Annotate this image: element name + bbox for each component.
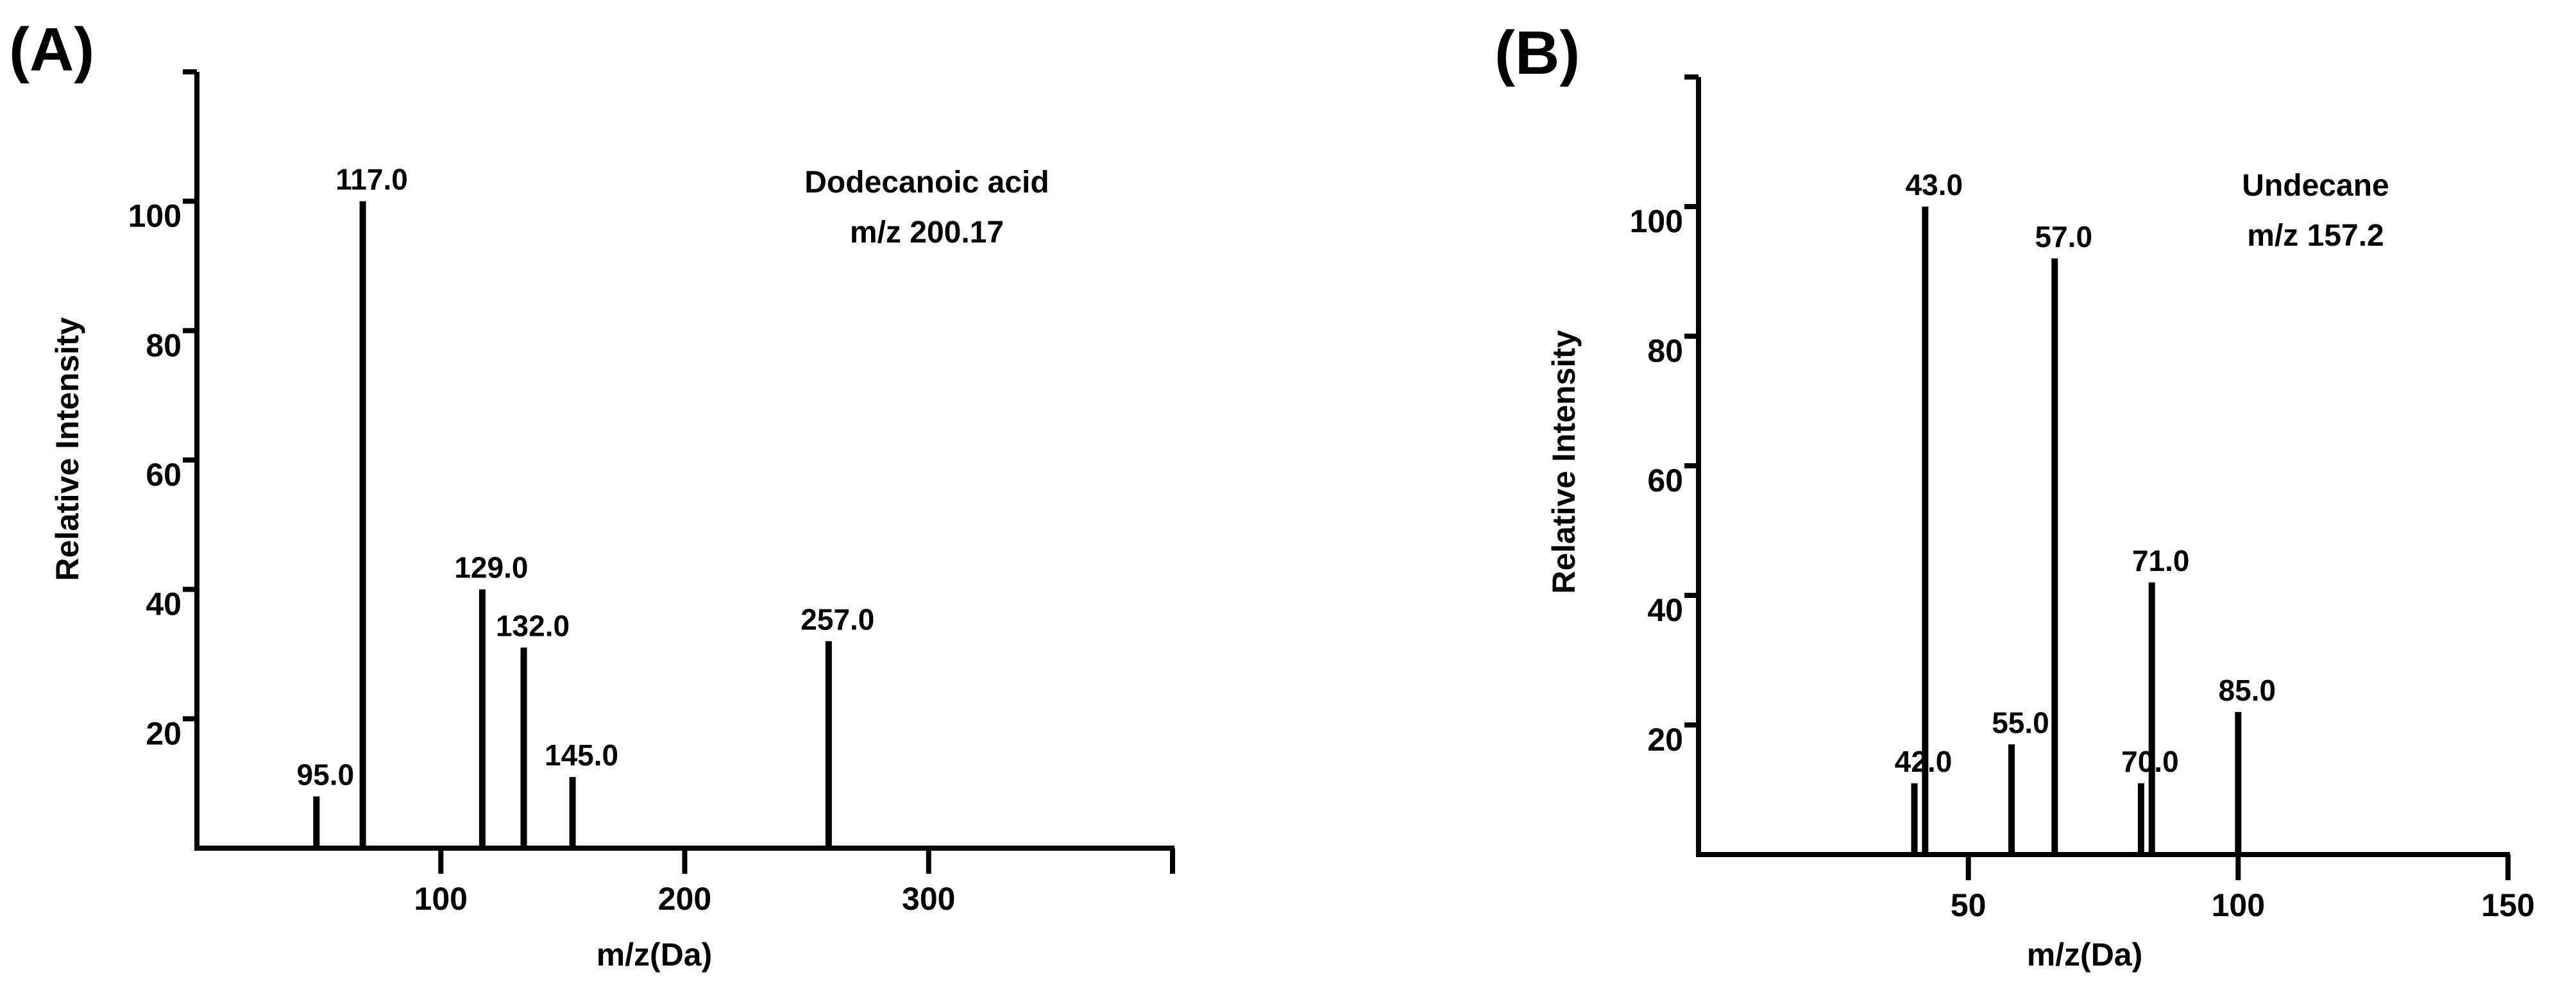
panel-a-y-tick-label: 80 <box>146 327 182 363</box>
panel-a-peak-label: 117.0 <box>335 163 408 196</box>
panel-a-x-tick-label: 300 <box>902 881 955 917</box>
panel-b-x-tick-label: 100 <box>2212 887 2265 923</box>
panel-a-x-axis-title: m/z(Da) <box>597 937 713 973</box>
panel-a-y-tick-label: 20 <box>146 715 182 751</box>
panel-a-label: (A) <box>9 15 94 84</box>
panel-b-y-tick-label: 40 <box>1647 592 1683 628</box>
panel-b-x-tick-label: 150 <box>2481 887 2534 923</box>
panel-a-x-tick-label: 100 <box>414 881 468 917</box>
panel-a-peak-label: 132.0 <box>496 609 570 642</box>
panel-a-peak-label: 257.0 <box>801 602 874 636</box>
panel-a-chart: (A) 95.0 117.0 129.0 132.0 145.0 257.0 20 40 60… <box>9 15 1175 973</box>
panel-b-y-tick-label: 20 <box>1647 722 1683 758</box>
panel-b-label: (B) <box>1495 19 1580 87</box>
panel-a-x-tick-label: 200 <box>658 881 711 917</box>
panel-a-compound-mz: m/z 200.17 <box>850 216 1004 250</box>
panel-a-compound-name: Dodecanoic acid <box>804 166 1049 200</box>
panel-b-y-axis-title: Relative Intensity <box>1546 330 1582 593</box>
panel-b-peak-label: 43.0 <box>1906 168 1963 201</box>
panel-b-compound-mz: m/z 157.2 <box>2247 219 2384 253</box>
panel-b-peak-label: 55.0 <box>1992 706 2049 739</box>
panel-b-compound-name: Undecane <box>2242 169 2389 203</box>
panel-b-x-tick-label: 50 <box>1951 887 1987 923</box>
panel-a-y-tick-label: 60 <box>146 457 182 493</box>
panel-b-y-tick-label: 80 <box>1647 333 1683 369</box>
panel-b-peak-label: 57.0 <box>2035 220 2093 253</box>
panel-a-peak-label: 145.0 <box>545 738 618 772</box>
panel-b-y-tick-label: 100 <box>1630 203 1683 239</box>
panel-a-y-tick-label: 100 <box>128 198 182 234</box>
panel-b-y-tick-label: 60 <box>1647 463 1683 498</box>
panel-a-y-tick-label: 40 <box>146 586 182 622</box>
panel-a-peak-label: 95.0 <box>297 758 355 791</box>
panel-b-x-axis-title: m/z(Da) <box>2027 937 2143 973</box>
panel-b-peak-label: 85.0 <box>2219 674 2276 707</box>
panel-a-y-axis-title: Relative Intensity <box>49 317 85 581</box>
panel-b-peak-label: 71.0 <box>2132 544 2190 577</box>
panel-b-chart: (B) 42.043.055.057.070.071.085.0 2040608… <box>1495 19 2535 973</box>
panel-a-peak-label: 129.0 <box>454 551 528 584</box>
